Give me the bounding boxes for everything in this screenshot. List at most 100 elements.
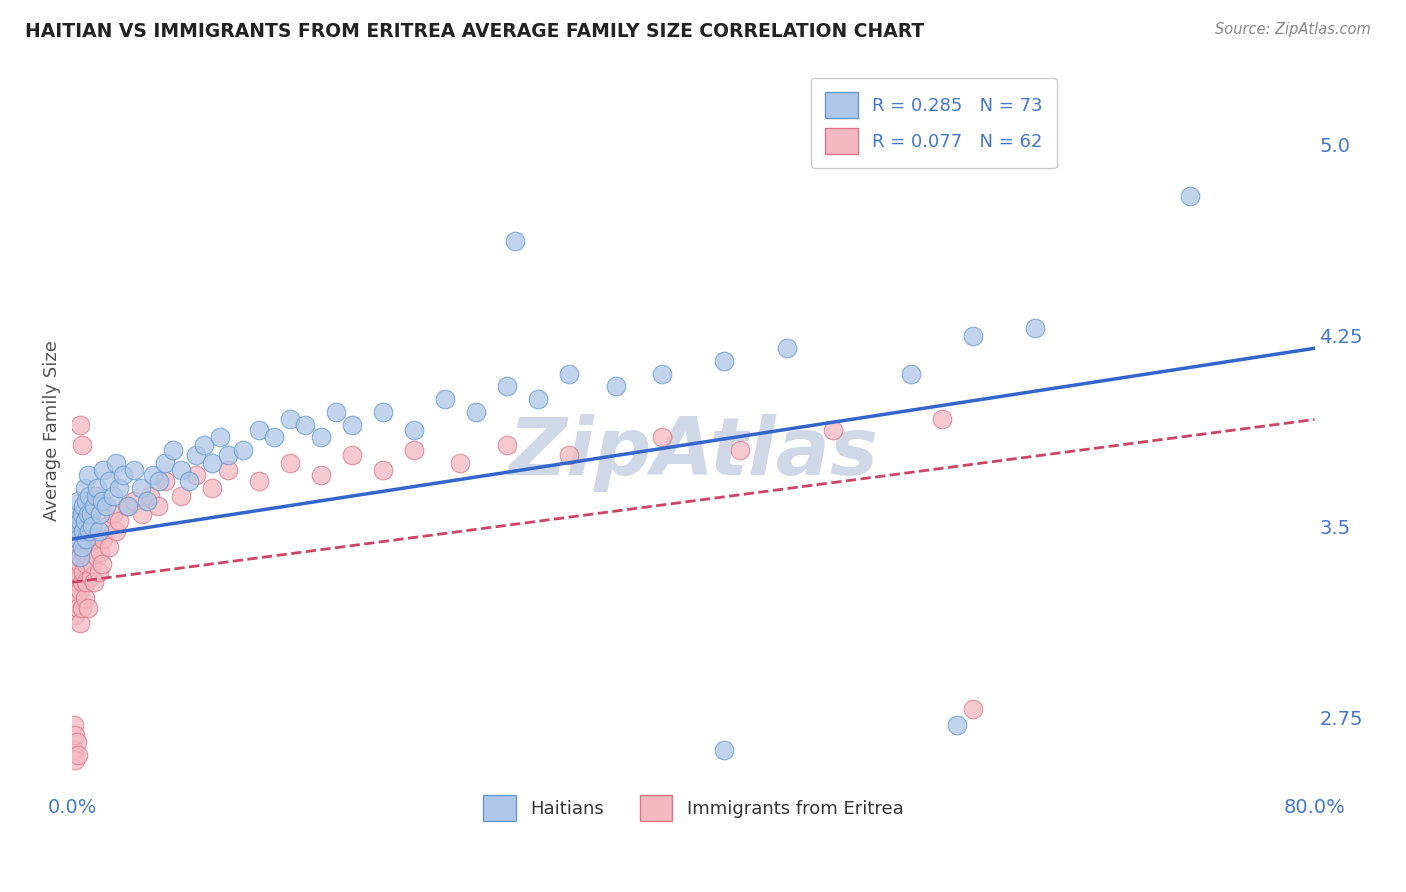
Point (201, 481, 224, 495)
Point (66, 591, 89, 605)
Text: HAITIAN VS IMMIGRANTS FROM ERITREA AVERAGE FAMILY SIZE CORRELATION CHART: HAITIAN VS IMMIGRANTS FROM ERITREA AVERA… (25, 22, 925, 41)
Point (75, 575, 97, 590)
Point (278, 456, 301, 470)
Point (340, 417, 363, 432)
Point (69, 582, 91, 597)
Point (247, 423, 270, 437)
Point (82, 519, 104, 533)
Point (89, 545, 111, 559)
Point (70, 575, 93, 590)
Point (115, 499, 138, 513)
Point (65, 608, 87, 623)
Point (86, 481, 108, 495)
Point (775, 341, 797, 355)
Point (309, 468, 332, 483)
Point (247, 474, 270, 488)
Point (713, 354, 735, 368)
Text: Source: ZipAtlas.com: Source: ZipAtlas.com (1215, 22, 1371, 37)
Point (146, 499, 169, 513)
Point (900, 367, 922, 381)
Point (402, 442, 425, 457)
Point (72, 545, 94, 559)
Point (75, 494, 97, 508)
Point (75, 558, 97, 572)
Point (62, 743, 84, 757)
Point (962, 702, 984, 716)
Point (96, 499, 118, 513)
Point (208, 430, 231, 444)
Point (186, 448, 208, 462)
Point (67, 532, 90, 546)
Point (65, 558, 87, 572)
Point (90, 558, 112, 572)
Point (309, 430, 332, 444)
Point (84, 532, 107, 546)
Point (67, 748, 90, 763)
Point (69, 514, 91, 528)
Point (73, 514, 96, 528)
Point (946, 717, 969, 731)
Point (70, 507, 93, 521)
Point (503, 235, 526, 249)
Point (83, 499, 105, 513)
Point (84, 489, 107, 503)
Point (76, 600, 98, 615)
Point (108, 514, 131, 528)
Point (217, 448, 239, 462)
Point (371, 405, 394, 419)
Point (79, 524, 101, 539)
Point (1180, 188, 1202, 202)
Point (605, 379, 627, 393)
Point (155, 474, 177, 488)
Point (65, 514, 87, 528)
Point (75, 532, 97, 546)
Point (340, 448, 363, 462)
Point (108, 481, 131, 495)
Point (402, 423, 425, 437)
Point (101, 489, 124, 503)
Point (728, 442, 751, 457)
Point (193, 438, 215, 452)
Point (79, 549, 101, 564)
Point (325, 405, 347, 419)
Point (89, 507, 111, 521)
Point (73, 481, 96, 495)
Point (86, 549, 108, 564)
Point (558, 367, 581, 381)
Point (148, 474, 170, 488)
Point (70, 438, 93, 452)
Point (82, 558, 104, 572)
Point (72, 565, 94, 579)
Point (96, 519, 118, 533)
Point (170, 489, 193, 503)
Point (67, 532, 90, 546)
Point (69, 615, 91, 630)
Legend: Haitians, Immigrants from Eritrea: Haitians, Immigrants from Eritrea (468, 780, 918, 835)
Point (69, 549, 91, 564)
Point (76, 540, 98, 554)
Point (101, 507, 124, 521)
Point (76, 507, 98, 521)
Point (73, 532, 96, 546)
Point (651, 430, 673, 444)
Point (371, 463, 394, 477)
Point (98, 540, 121, 554)
Point (112, 468, 135, 483)
Point (62, 519, 84, 533)
Point (104, 456, 127, 470)
Point (162, 442, 184, 457)
Point (72, 524, 94, 539)
Point (66, 565, 89, 579)
Point (66, 524, 89, 539)
Point (80, 570, 103, 584)
Point (69, 417, 91, 432)
Point (65, 728, 87, 742)
Point (155, 456, 177, 470)
Point (67, 600, 90, 615)
Point (66, 540, 89, 554)
Point (232, 442, 254, 457)
Point (65, 575, 87, 590)
Point (87, 524, 110, 539)
Y-axis label: Average Family Size: Average Family Size (44, 341, 60, 521)
Point (496, 438, 519, 452)
